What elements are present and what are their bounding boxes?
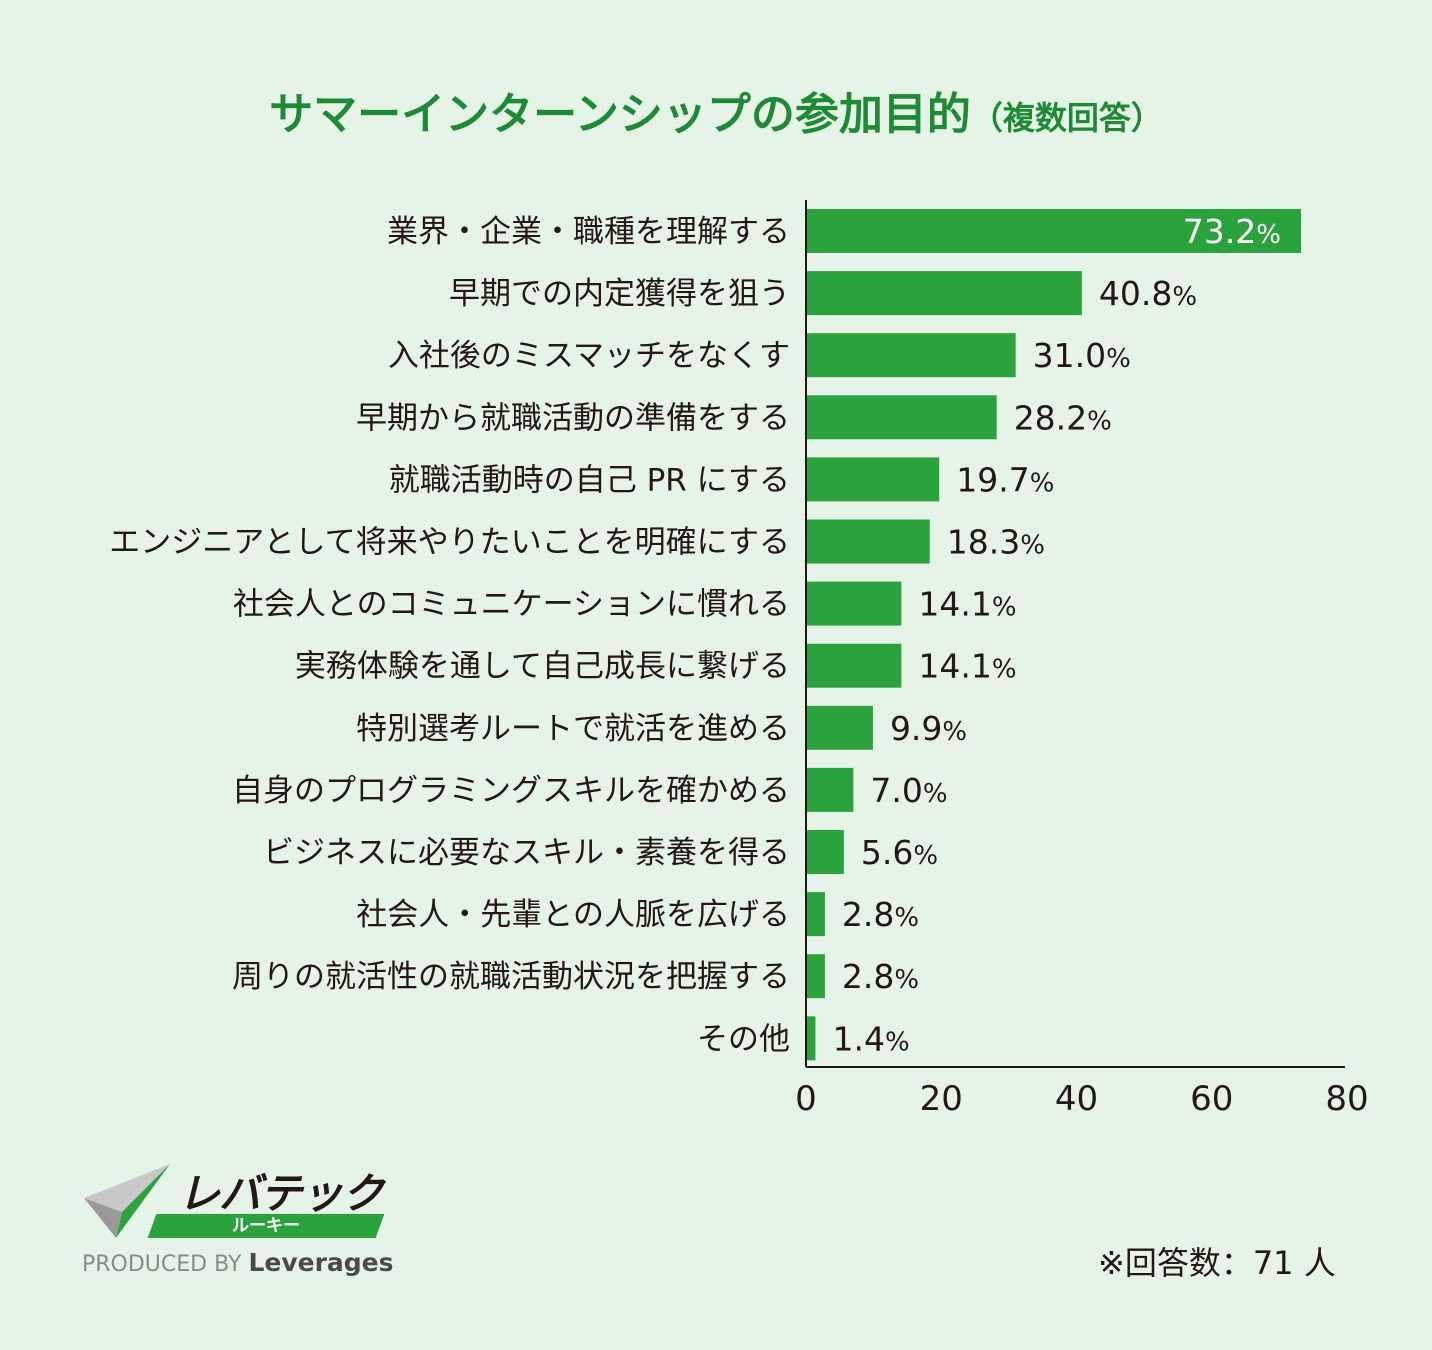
data-label-unit: % xyxy=(894,965,919,995)
data-label-unit: % xyxy=(992,593,1017,623)
category-label: 社会人・先輩との人脈を広げる xyxy=(356,897,790,933)
bar xyxy=(806,457,940,502)
bar xyxy=(806,209,1302,253)
data-label-value: 14.1 xyxy=(918,585,991,624)
category-label: 入社後のミスマッチをなくす xyxy=(388,338,790,374)
data-label: 5.6% xyxy=(861,833,938,872)
data-label: 40.8% xyxy=(1099,274,1197,313)
category-label: 就職活動時の自己 PR にする xyxy=(389,462,790,498)
chart-title-sub: （複数回答） xyxy=(970,99,1163,137)
data-label-unit: % xyxy=(1106,344,1131,374)
bar xyxy=(806,892,825,937)
category-label: 早期での内定獲得を狙う xyxy=(449,276,790,312)
respondent-count-note: ※回答数：71 人 xyxy=(1098,1244,1336,1282)
data-label-unit: % xyxy=(1172,282,1197,312)
bar xyxy=(806,519,930,564)
data-label-value: 7.0 xyxy=(870,771,922,810)
bar xyxy=(806,705,873,750)
brand-logo: レバテック ルーキー PRODUCED BY Leverages xyxy=(82,1160,402,1285)
data-label: 9.9% xyxy=(890,709,967,748)
data-label: 73.2% xyxy=(1183,212,1281,251)
bar xyxy=(806,271,1082,316)
category-label: 社会人とのコミュニケーションに慣れる xyxy=(233,587,790,623)
data-label-value: 14.1 xyxy=(918,647,991,686)
bar xyxy=(806,581,902,626)
category-label: 実務体験を通して自己成長に繋げる xyxy=(295,649,790,685)
chart-title: サマーインターンシップの参加目的（複数回答） xyxy=(0,78,1432,142)
category-label: 周りの就活性の就職活動状況を把握する xyxy=(232,959,790,995)
bar xyxy=(806,767,854,812)
data-label-unit: % xyxy=(1087,406,1112,436)
x-tick-label: 60 xyxy=(1190,1079,1233,1119)
bar xyxy=(806,333,1016,378)
data-label: 2.8% xyxy=(842,957,919,996)
data-label-unit: % xyxy=(992,655,1017,685)
x-tick-label: 40 xyxy=(1055,1079,1098,1119)
data-label-unit: % xyxy=(885,1027,910,1057)
data-label: 14.1% xyxy=(918,585,1016,624)
x-tick-label: 80 xyxy=(1325,1079,1368,1119)
produced-by-label: PRODUCED BY xyxy=(82,1252,242,1277)
bar xyxy=(806,395,997,440)
data-label-value: 2.8 xyxy=(842,895,894,934)
category-label: 特別選考ルートで就活を進める xyxy=(356,711,790,747)
data-label: 19.7% xyxy=(956,460,1054,499)
data-label-value: 2.8 xyxy=(842,957,894,996)
data-label: 31.0% xyxy=(1033,336,1131,375)
x-tick-label: 0 xyxy=(795,1079,817,1119)
chart-title-main: サマーインターンシップの参加目的 xyxy=(269,89,971,140)
data-label-unit: % xyxy=(894,903,919,933)
category-label: ビジネスに必要なスキル・素養を得る xyxy=(263,835,790,871)
produced-by: PRODUCED BY Leverages xyxy=(82,1248,394,1277)
bar xyxy=(806,1016,816,1061)
bar xyxy=(806,830,844,874)
logo-band-text: ルーキー xyxy=(232,1216,300,1236)
data-label-unit: % xyxy=(1256,220,1281,250)
data-label: 2.8% xyxy=(842,895,919,934)
data-label: 7.0% xyxy=(870,771,947,810)
data-label: 28.2% xyxy=(1014,398,1112,437)
category-label: 早期から就職活動の準備をする xyxy=(356,400,790,436)
data-label-value: 1.4 xyxy=(832,1019,884,1058)
data-label-unit: % xyxy=(913,841,938,871)
bar xyxy=(806,954,825,999)
data-label-value: 19.7 xyxy=(956,460,1029,499)
data-label-value: 40.8 xyxy=(1099,274,1172,313)
data-label-value: 28.2 xyxy=(1014,398,1087,437)
data-label-value: 31.0 xyxy=(1033,336,1106,375)
data-label: 18.3% xyxy=(947,523,1045,562)
data-label-unit: % xyxy=(1030,468,1055,498)
category-label: エンジニアとして将来やりたいことを明確にする xyxy=(109,525,790,561)
category-label: 自身のプログラミングスキルを確かめる xyxy=(232,773,790,809)
data-label-value: 9.9 xyxy=(890,709,942,748)
data-label-value: 73.2 xyxy=(1183,212,1256,251)
data-label-value: 5.6 xyxy=(861,833,913,872)
logo-wordmark: レバテック xyxy=(178,1169,384,1218)
data-label-unit: % xyxy=(923,779,948,809)
data-label-value: 18.3 xyxy=(947,523,1020,562)
data-label: 1.4% xyxy=(832,1019,909,1058)
data-label: 14.1% xyxy=(918,647,1016,686)
category-label: その他 xyxy=(697,1021,790,1057)
category-label: 業界・企業・職種を理解する xyxy=(387,214,790,250)
x-tick-label: 20 xyxy=(920,1079,963,1119)
checkmark-logo-icon xyxy=(84,1164,170,1238)
data-label-unit: % xyxy=(1020,531,1045,561)
produced-by-brand: Leverages xyxy=(248,1248,394,1277)
data-label-unit: % xyxy=(942,717,967,747)
bar xyxy=(806,643,902,688)
